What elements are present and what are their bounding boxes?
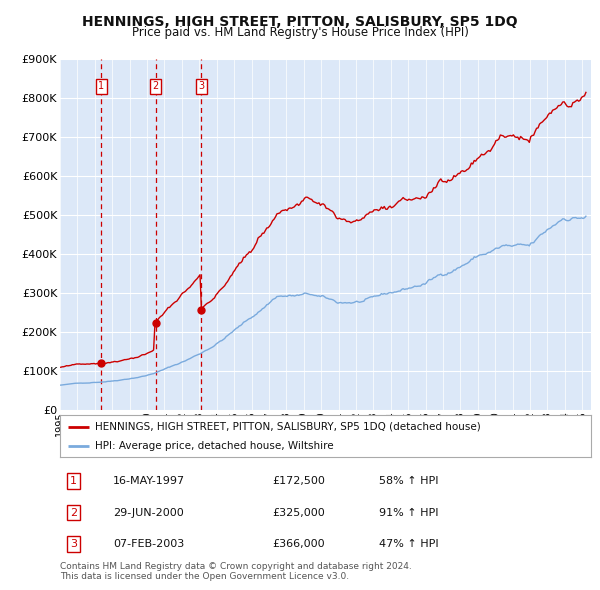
Text: HENNINGS, HIGH STREET, PITTON, SALISBURY, SP5 1DQ (detached house): HENNINGS, HIGH STREET, PITTON, SALISBURY… (95, 422, 480, 432)
Text: 16-MAY-1997: 16-MAY-1997 (113, 476, 185, 486)
Text: £325,000: £325,000 (272, 507, 325, 517)
Text: HPI: Average price, detached house, Wiltshire: HPI: Average price, detached house, Wilt… (95, 441, 333, 451)
Text: Contains HM Land Registry data © Crown copyright and database right 2024.
This d: Contains HM Land Registry data © Crown c… (60, 562, 412, 581)
Text: 3: 3 (70, 539, 77, 549)
Text: Price paid vs. HM Land Registry's House Price Index (HPI): Price paid vs. HM Land Registry's House … (131, 26, 469, 39)
Text: HENNINGS, HIGH STREET, PITTON, SALISBURY, SP5 1DQ: HENNINGS, HIGH STREET, PITTON, SALISBURY… (82, 15, 518, 29)
Text: 2: 2 (152, 81, 159, 91)
Text: £366,000: £366,000 (272, 539, 325, 549)
Text: 3: 3 (198, 81, 204, 91)
Text: £172,500: £172,500 (272, 476, 325, 486)
Text: 1: 1 (70, 476, 77, 486)
Text: 47% ↑ HPI: 47% ↑ HPI (379, 539, 438, 549)
Text: 07-FEB-2003: 07-FEB-2003 (113, 539, 184, 549)
Text: 2: 2 (70, 507, 77, 517)
Text: 58% ↑ HPI: 58% ↑ HPI (379, 476, 438, 486)
Text: 29-JUN-2000: 29-JUN-2000 (113, 507, 184, 517)
Text: 91% ↑ HPI: 91% ↑ HPI (379, 507, 438, 517)
Text: 1: 1 (98, 81, 104, 91)
